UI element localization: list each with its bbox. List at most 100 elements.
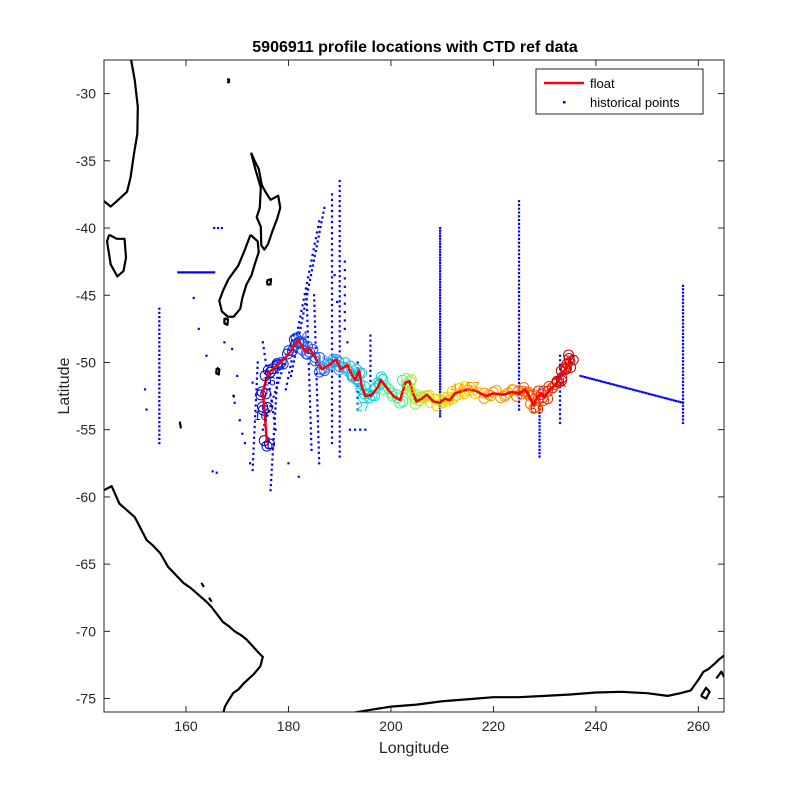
historical-point bbox=[317, 430, 320, 433]
historical-point bbox=[198, 271, 201, 274]
historical-point bbox=[681, 415, 685, 418]
historical-point bbox=[251, 463, 254, 466]
profile-ring bbox=[258, 435, 270, 447]
historical-point bbox=[276, 371, 279, 374]
historical-point bbox=[338, 275, 341, 278]
historical-point bbox=[306, 335, 310, 339]
historical-point bbox=[308, 384, 311, 387]
historical-point bbox=[274, 407, 277, 410]
plot-frame bbox=[103, 59, 725, 713]
historical-point bbox=[220, 226, 223, 230]
historical-point bbox=[195, 271, 198, 274]
historical-point bbox=[305, 292, 308, 296]
historical-point bbox=[627, 387, 630, 390]
plot-area: 1 10 16 14 18 27 39 44 57 59 71 76 bbox=[104, 60, 724, 712]
historical-point bbox=[278, 376, 281, 380]
historical-point bbox=[318, 220, 321, 223]
historical-point bbox=[308, 394, 311, 398]
historical-point bbox=[177, 271, 180, 274]
historical-point bbox=[223, 341, 226, 344]
historical-point bbox=[346, 341, 349, 344]
historical-point bbox=[652, 393, 655, 397]
profile-ring bbox=[255, 389, 267, 401]
coastlines bbox=[104, 60, 724, 712]
profile-ring bbox=[518, 382, 530, 394]
historical-point bbox=[261, 428, 264, 431]
historical-point bbox=[254, 399, 258, 402]
y-tick-label: -35 bbox=[76, 153, 96, 169]
historical-point bbox=[305, 308, 309, 312]
historical-point bbox=[316, 414, 319, 418]
historical-point bbox=[599, 380, 603, 383]
historical-point bbox=[439, 267, 442, 270]
profile-ring bbox=[267, 363, 279, 375]
historical-point bbox=[280, 372, 283, 375]
coastline bbox=[105, 233, 128, 278]
historical-point bbox=[343, 310, 346, 314]
historical-point bbox=[538, 425, 541, 428]
historical-point bbox=[439, 380, 442, 383]
historical-point bbox=[538, 452, 541, 455]
historical-point bbox=[439, 248, 442, 251]
historical-point bbox=[273, 427, 276, 430]
historical-point bbox=[310, 259, 313, 262]
historical-point bbox=[558, 363, 562, 366]
historical-point bbox=[439, 369, 442, 372]
historical-point bbox=[583, 376, 587, 379]
historical-point bbox=[292, 360, 295, 363]
profile-number-label: 39 bbox=[402, 382, 416, 396]
historical-point bbox=[517, 215, 521, 218]
historical-point bbox=[558, 421, 562, 425]
historical-point bbox=[317, 456, 321, 460]
historical-point bbox=[292, 334, 295, 337]
historical-point bbox=[289, 374, 293, 378]
historical-point bbox=[369, 339, 372, 342]
profile-ring bbox=[438, 391, 450, 403]
historical-point bbox=[681, 384, 685, 387]
historical-point bbox=[338, 425, 341, 428]
historical-point bbox=[158, 366, 161, 369]
historical-point bbox=[317, 451, 320, 454]
historical-point bbox=[369, 334, 372, 337]
historical-point bbox=[681, 370, 685, 373]
historical-point bbox=[314, 346, 317, 349]
historical-point bbox=[517, 279, 521, 282]
historical-point bbox=[517, 374, 521, 377]
historical-point bbox=[330, 397, 334, 401]
y-tick-label: -70 bbox=[76, 623, 96, 639]
historical-point bbox=[439, 302, 442, 305]
profile-ring bbox=[549, 379, 561, 391]
historical-point bbox=[338, 335, 341, 338]
profile-labels-layer: 1 10 16 14 18 27 39 44 57 59 71 76 bbox=[254, 329, 576, 452]
historical-point bbox=[369, 359, 372, 362]
historical-point bbox=[315, 245, 318, 248]
historical-point bbox=[309, 416, 312, 419]
historical-point bbox=[315, 231, 319, 234]
historical-point bbox=[313, 315, 316, 318]
historical-point bbox=[517, 298, 521, 301]
historical-point bbox=[439, 337, 442, 340]
historical-point bbox=[654, 394, 657, 397]
coastline bbox=[232, 394, 236, 398]
historical-point bbox=[343, 268, 346, 272]
historical-point bbox=[538, 455, 541, 458]
historical-point bbox=[313, 254, 316, 257]
historical-point bbox=[665, 397, 669, 400]
historical-point bbox=[209, 271, 212, 274]
historical-point bbox=[308, 389, 311, 392]
historical-point bbox=[338, 285, 341, 288]
historical-point bbox=[309, 427, 312, 430]
historical-point bbox=[579, 374, 582, 378]
historical-point bbox=[233, 401, 236, 404]
historical-point bbox=[158, 320, 161, 323]
historical-point bbox=[517, 200, 521, 203]
profile-number-label: 76 bbox=[563, 353, 577, 367]
historical-point bbox=[274, 390, 277, 394]
historical-point bbox=[338, 224, 341, 228]
historical-point bbox=[681, 387, 685, 390]
coastline bbox=[104, 60, 139, 208]
historical-point bbox=[316, 409, 319, 412]
historical-point bbox=[517, 336, 521, 339]
historical-point bbox=[330, 325, 334, 329]
historical-point bbox=[538, 438, 541, 441]
